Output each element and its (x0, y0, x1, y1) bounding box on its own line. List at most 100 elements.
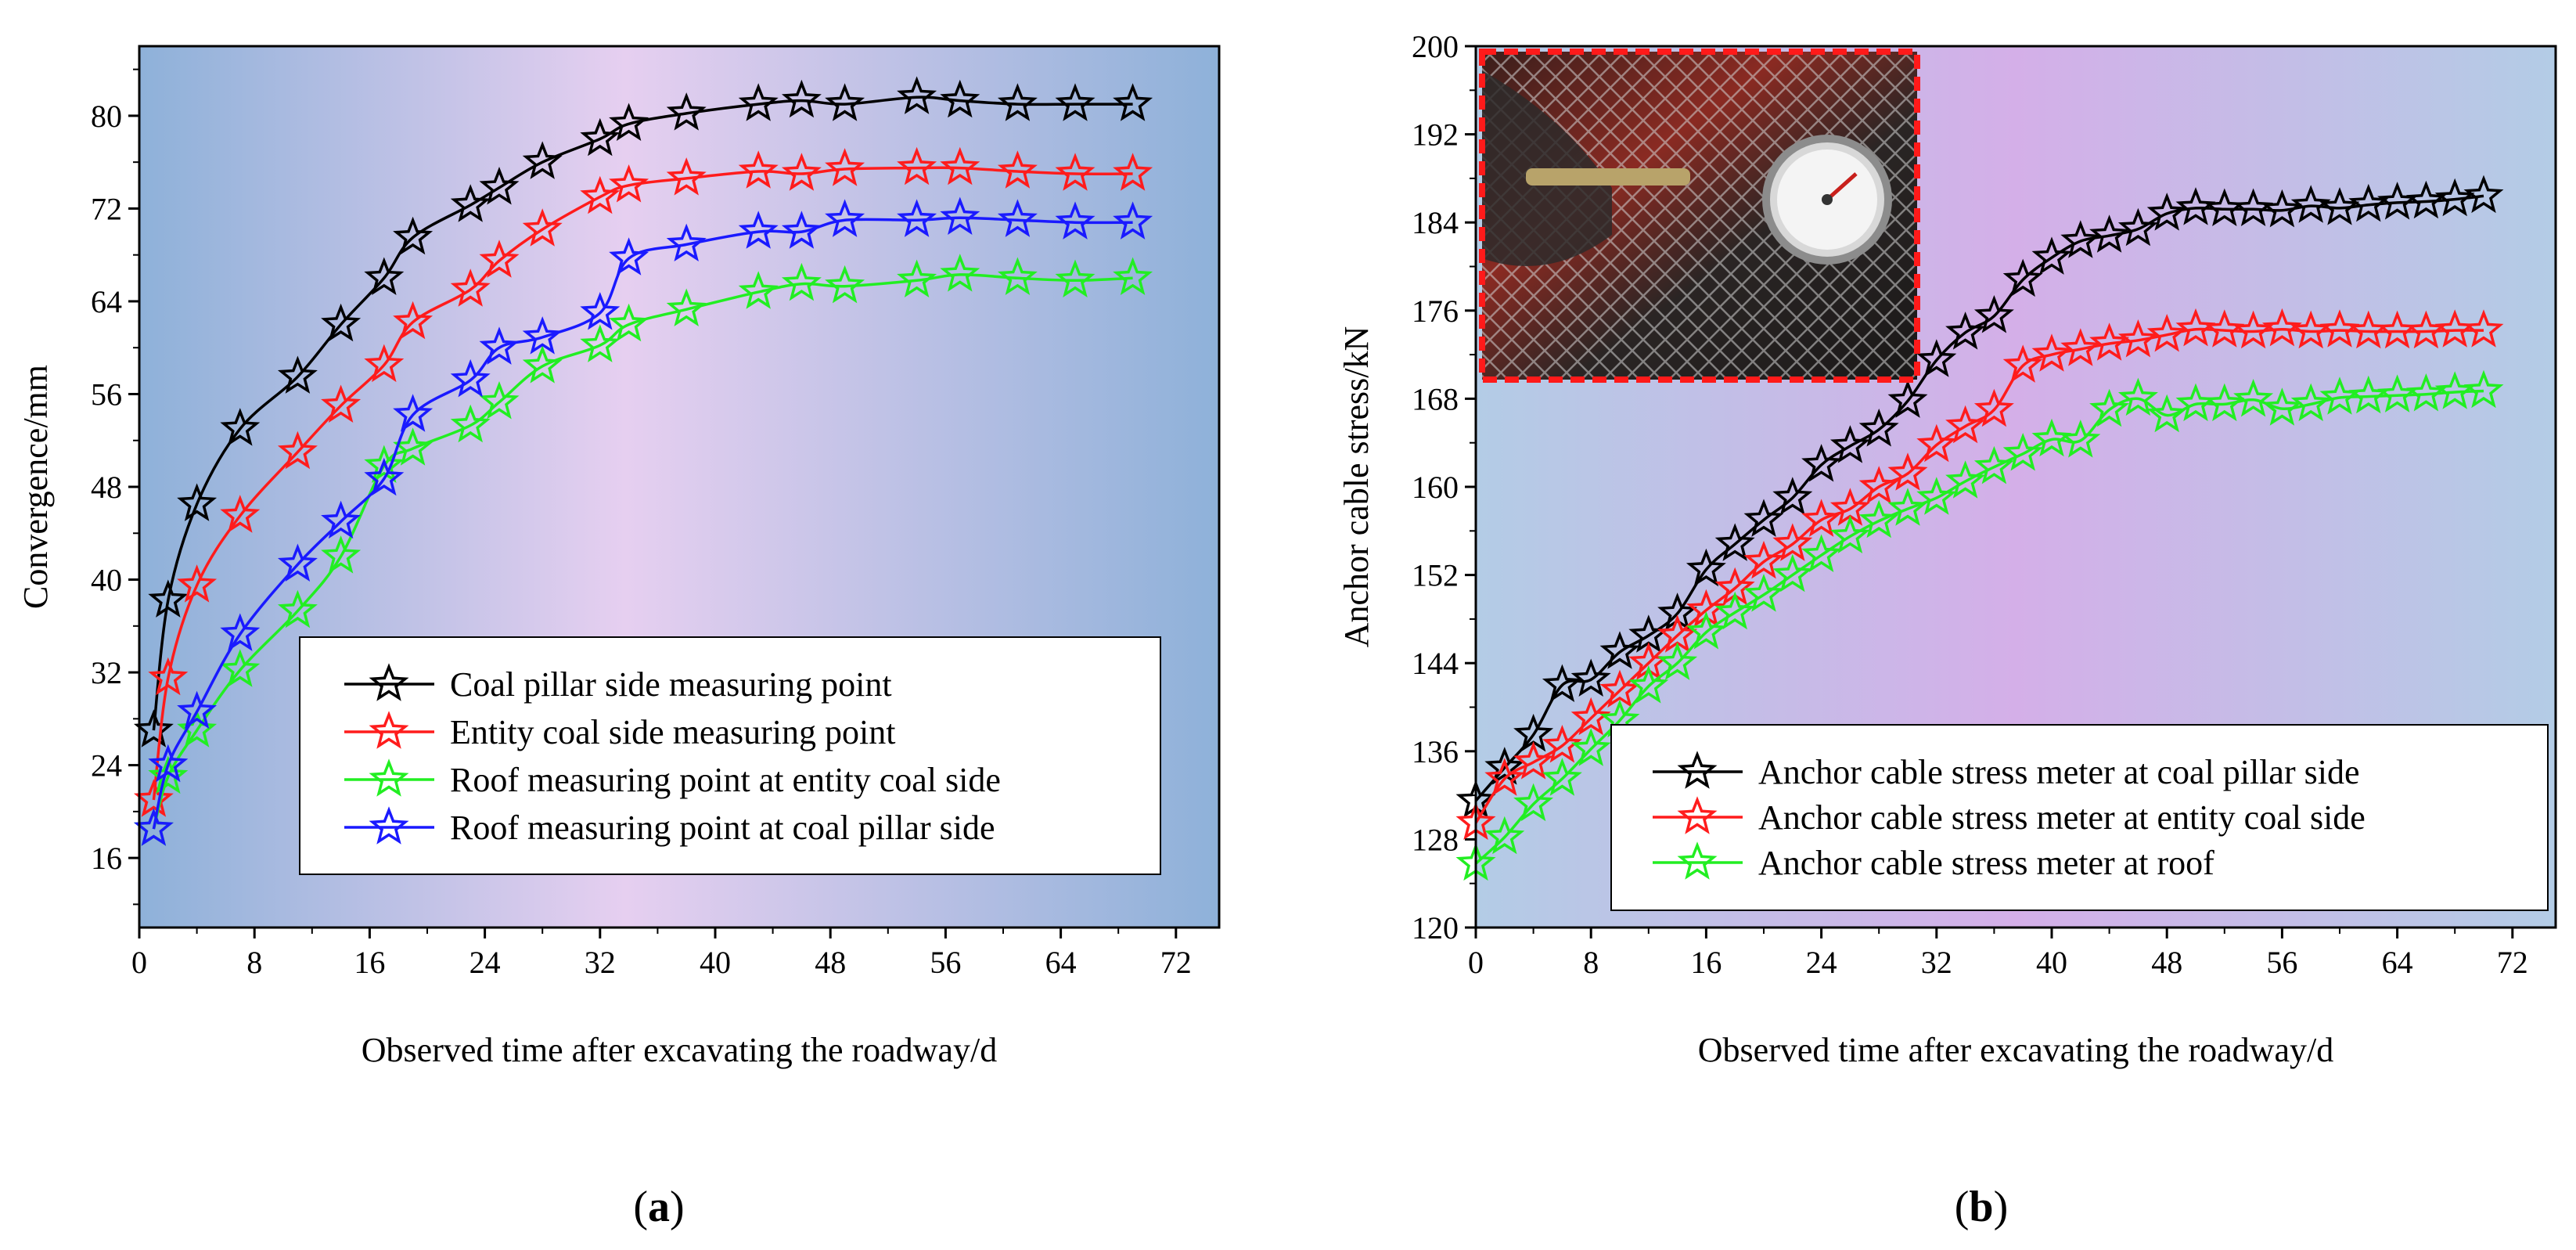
legend-swatch-star-b (1677, 841, 1718, 880)
x-tick-label-a: 48 (815, 945, 846, 980)
data-point-a-3 (364, 445, 405, 484)
data-point-a-3 (220, 649, 261, 687)
panel-label-a: (a) (633, 1183, 684, 1231)
data-point-a-3 (148, 755, 189, 794)
data-point-a-3 (580, 324, 621, 362)
legend-label-b: Anchor cable stress meter at roof (1758, 844, 2214, 882)
data-point-b-1 (1916, 339, 1957, 377)
x-tick-label-a: 40 (700, 945, 731, 980)
data-point-a-1 (781, 79, 822, 118)
data-point-b-2 (1973, 388, 2014, 427)
data-point-b-3 (2405, 373, 2446, 412)
data-point-b-1 (1801, 444, 1842, 482)
data-point-b-3 (1916, 477, 1957, 515)
data-point-a-4 (580, 292, 621, 330)
data-point-a-2 (220, 495, 261, 533)
y-tick-label-b: 128 (1412, 822, 1459, 857)
data-point-b-3 (2146, 394, 2187, 433)
y-tick-label-b: 152 (1412, 558, 1459, 593)
data-point-b-2 (1484, 758, 1525, 796)
y-tick-label-a: 64 (91, 284, 122, 319)
y-tick-label-a: 16 (91, 841, 122, 876)
data-point-a-4 (393, 394, 434, 432)
data-point-b-1 (1829, 425, 1870, 463)
data-point-a-4 (666, 223, 707, 261)
legend-swatch-star-b (1677, 796, 1718, 834)
data-point-a-4 (450, 358, 491, 398)
axes-b: 0 8 16 24 32 40 48 56 64 72 120 128 136 144 152 160 168 1… (1412, 29, 2528, 980)
data-point-a-2 (738, 150, 779, 189)
legend-box-b (1610, 724, 2549, 911)
data-point-a-1 (666, 92, 707, 131)
data-point-a-2 (580, 175, 621, 214)
x-tick-label-a: 24 (470, 945, 501, 980)
data-point-a-1 (940, 79, 980, 118)
data-point-b-1 (1570, 658, 1611, 697)
x-tick-label-b: 24 (1806, 945, 1837, 980)
data-point-a-1 (580, 117, 621, 157)
data-point-b-1 (1858, 409, 1899, 447)
data-point-b-2 (2463, 309, 2504, 348)
data-point-a-3 (666, 288, 707, 327)
legend-label-a: Entity coal side measuring point (450, 713, 895, 751)
data-point-a-4 (277, 543, 318, 582)
y-tick-label-b: 136 (1412, 734, 1459, 769)
y-tick-label-b: 192 (1412, 117, 1459, 153)
data-point-b-3 (2204, 383, 2245, 422)
data-point-a-3 (609, 303, 649, 342)
y-tick-label-b: 120 (1412, 910, 1459, 946)
x-tick-label-a: 72 (1160, 945, 1192, 980)
data-point-b-3 (2290, 383, 2331, 422)
inset-photo (1479, 49, 1920, 383)
legend-box-a (299, 636, 1161, 875)
data-point-b-1 (2261, 189, 2302, 228)
x-tick-label-a: 56 (930, 945, 961, 980)
data-point-a-1 (609, 103, 649, 142)
data-point-a-2 (148, 657, 189, 696)
data-point-a-2 (940, 146, 980, 186)
data-point-b-1 (1714, 523, 1755, 561)
legend-swatch-star-a (369, 711, 409, 749)
y-tick-label-a: 72 (91, 191, 122, 226)
legend-swatch-star-a (369, 663, 409, 701)
data-point-b-1 (2031, 236, 2072, 275)
data-point-a-1 (277, 355, 318, 394)
data-point-a-4 (364, 457, 405, 496)
data-point-a-2 (522, 208, 563, 247)
data-point-a-1 (450, 184, 491, 222)
data-point-b-2 (2060, 328, 2101, 366)
x-axis-title-a: Observed time after excavating the roadw… (362, 1031, 997, 1069)
data-point-b-1 (2146, 193, 2187, 231)
data-point-b-2 (1570, 697, 1611, 736)
data-point-b-1 (2434, 178, 2475, 217)
data-point-a-2 (364, 344, 405, 383)
y-tick-label-b: 176 (1412, 294, 1459, 329)
legend-label-a: Roof measuring point at entity coal side (450, 761, 1001, 799)
x-axis-title-b: Observed time after excavating the roadw… (1698, 1031, 2333, 1069)
x-tick-label-b: 72 (2497, 945, 2528, 980)
data-point-a-3 (1055, 259, 1096, 298)
y-axis-title-a: Convergence/mm (16, 365, 55, 609)
data-point-a-3 (277, 589, 318, 629)
data-point-a-2 (1055, 153, 1096, 191)
x-tick-label-a: 16 (354, 945, 385, 980)
y-tick-label-a: 48 (91, 470, 122, 505)
data-point-b-1 (1484, 747, 1525, 785)
data-point-a-3 (825, 265, 865, 304)
x-tick-label-b: 56 (2266, 945, 2297, 980)
data-point-b-1 (1772, 477, 1813, 515)
data-point-b-2 (1945, 405, 1986, 444)
data-point-b-1 (2117, 207, 2158, 247)
data-point-b-3 (1714, 591, 1755, 630)
data-point-a-3 (997, 257, 1038, 296)
data-point-a-4 (738, 211, 779, 249)
data-point-a-2 (1113, 153, 1153, 191)
x-tick-label-b: 32 (1921, 945, 1952, 980)
data-point-b-3 (1686, 611, 1726, 650)
chart-panel-b: 0 8 16 24 32 40 48 56 64 72 120 128 136 144 152 160 168 1… (1337, 29, 2557, 1231)
y-tick-label-b: 144 (1412, 646, 1459, 681)
data-point-a-3 (781, 262, 822, 301)
data-point-a-1 (321, 303, 362, 342)
data-point-a-4 (940, 196, 980, 236)
